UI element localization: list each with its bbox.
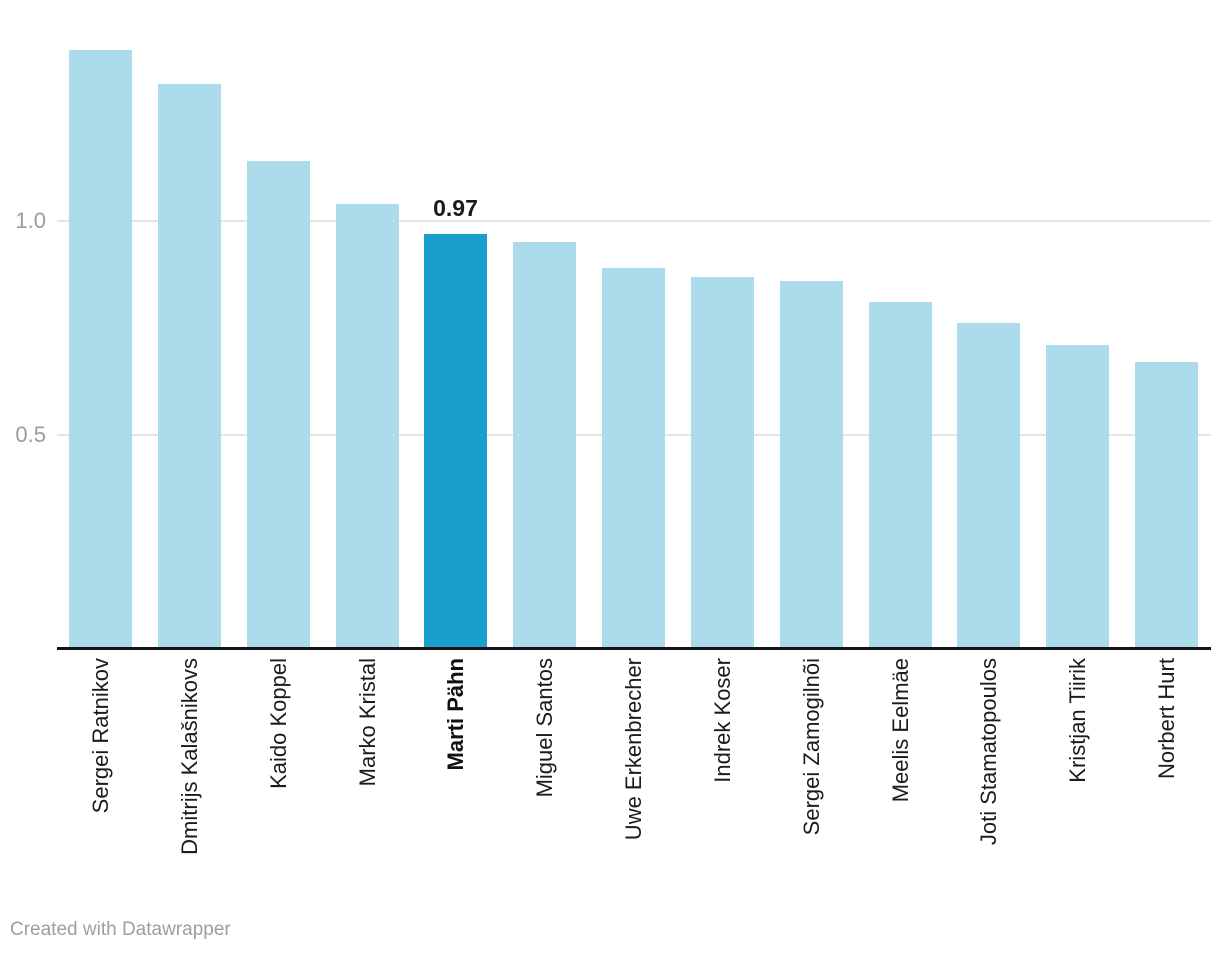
bar: [158, 84, 221, 647]
bar: [247, 161, 310, 647]
x-axis-label: Indrek Koser: [709, 658, 735, 783]
bar: [513, 242, 576, 647]
x-axis-label: Marko Kristal: [354, 658, 380, 787]
bar: [69, 50, 132, 647]
x-axis-baseline: [57, 647, 1211, 650]
bar: [957, 323, 1020, 647]
bar: [602, 268, 665, 647]
x-axis-label: Marti Pähn: [442, 658, 468, 771]
bar: [1135, 362, 1198, 647]
bar: [691, 277, 754, 647]
y-axis-tick-label: 1.0: [15, 208, 46, 233]
y-axis-tick-label: 0.5: [15, 422, 46, 447]
x-axis-label: Miguel Santos: [531, 658, 557, 798]
x-axis-label: Dmitrijs Kalašnikovs: [176, 658, 202, 855]
x-axis-label: Meelis Eelmäe: [887, 658, 913, 803]
bar: [1046, 345, 1109, 647]
gridline: [57, 220, 1211, 222]
x-axis-label: Uwe Erkenbrecher: [620, 658, 646, 841]
datawrapper-credit-link[interactable]: Created with Datawrapper: [10, 919, 231, 940]
x-axis-label: Kristjan Tiirik: [1064, 658, 1090, 783]
bar-highlighted: [424, 234, 487, 647]
x-axis-label: Kaido Koppel: [265, 658, 291, 789]
x-axis-label: Sergei Ratnikov: [87, 658, 113, 814]
bar: [869, 302, 932, 647]
x-axis-label: Joti Stamatopoulos: [975, 658, 1001, 846]
x-axis-label: Norbert Hurt: [1153, 658, 1179, 780]
x-axis-label: Sergei Zamogilnõi: [798, 658, 824, 836]
bar: [780, 281, 843, 647]
bar: [336, 204, 399, 647]
value-label: 0.97: [433, 195, 478, 221]
